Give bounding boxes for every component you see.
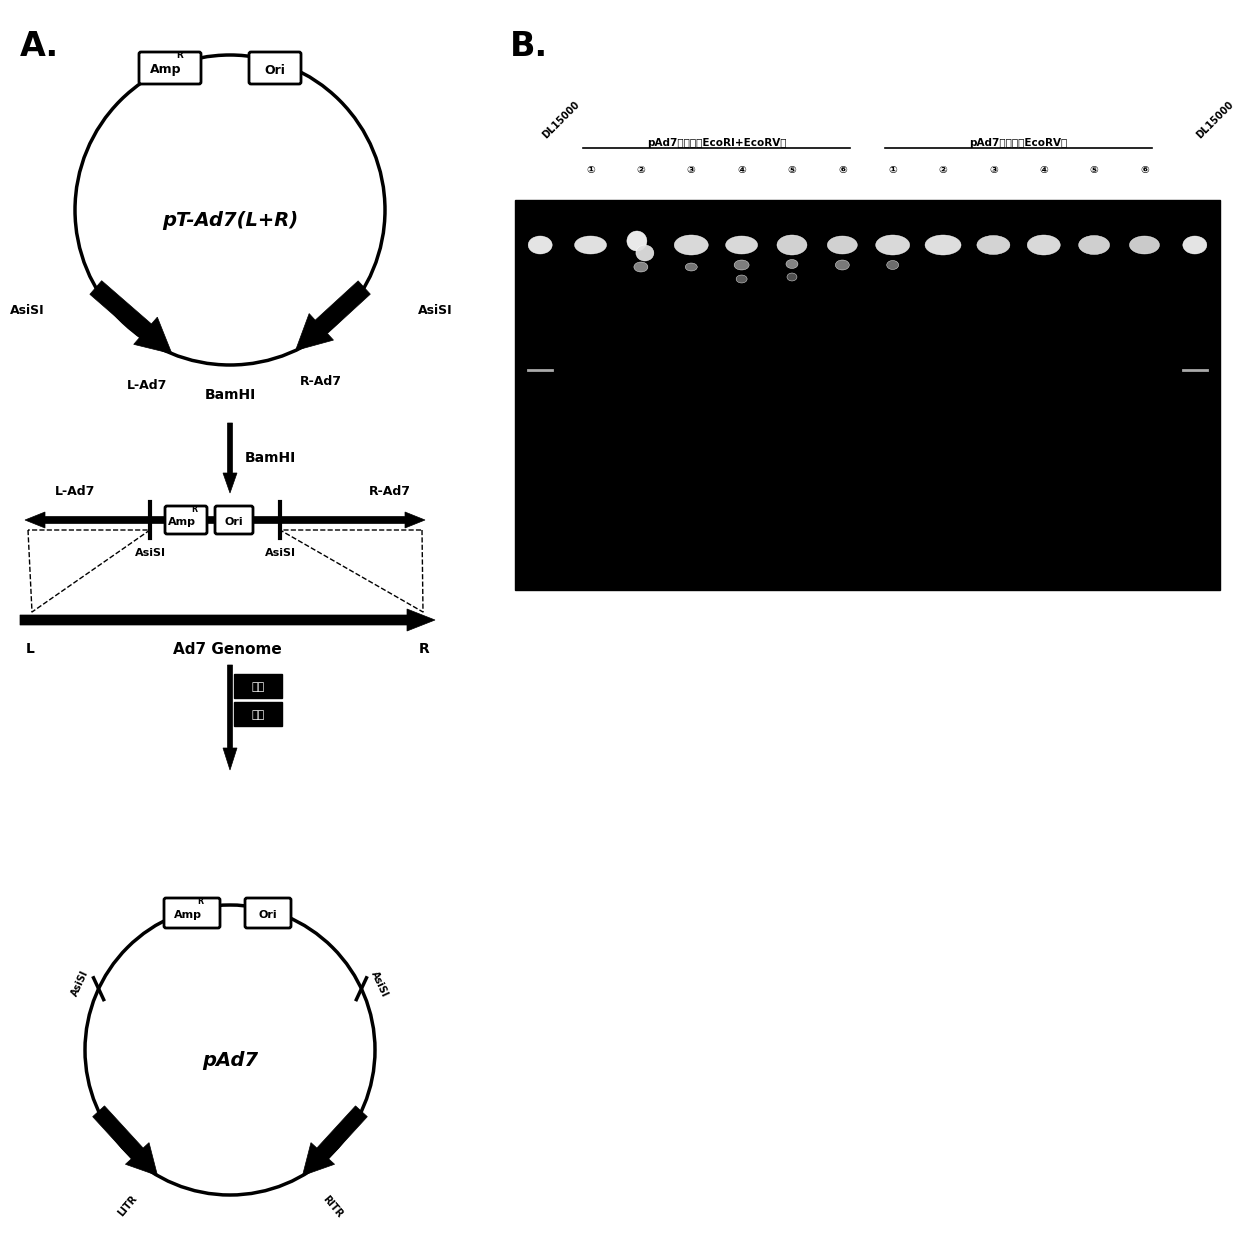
Ellipse shape <box>675 235 708 255</box>
Polygon shape <box>20 609 435 631</box>
Text: L-Ad7: L-Ad7 <box>126 378 167 392</box>
Text: Ori: Ori <box>259 910 278 920</box>
FancyBboxPatch shape <box>139 52 201 83</box>
Text: ①: ① <box>587 166 595 176</box>
Text: ②: ② <box>636 166 645 176</box>
Text: ⑥: ⑥ <box>838 166 847 176</box>
Text: 同源: 同源 <box>252 682 264 692</box>
Text: ①: ① <box>888 166 897 176</box>
Ellipse shape <box>1027 235 1060 255</box>
Text: ⑤: ⑤ <box>787 166 796 176</box>
Text: AsiSI: AsiSI <box>264 548 295 558</box>
Polygon shape <box>237 512 425 528</box>
Text: R: R <box>419 642 430 656</box>
Ellipse shape <box>725 237 758 254</box>
Ellipse shape <box>636 245 653 261</box>
Text: ④: ④ <box>1039 166 1048 176</box>
FancyBboxPatch shape <box>215 505 253 534</box>
Ellipse shape <box>627 232 647 251</box>
Text: Amp: Amp <box>150 63 182 76</box>
Ellipse shape <box>777 235 807 255</box>
Text: 重组: 重组 <box>252 710 264 720</box>
Text: pAd7: pAd7 <box>202 1051 258 1069</box>
Text: pAd7单酶切（EcoRV）: pAd7单酶切（EcoRV） <box>970 138 1068 148</box>
Text: Ad7 Genome: Ad7 Genome <box>174 642 281 657</box>
Text: R-Ad7: R-Ad7 <box>300 376 341 388</box>
Text: A.: A. <box>20 30 60 63</box>
Ellipse shape <box>574 237 606 254</box>
Text: L: L <box>26 642 35 656</box>
Text: AsiSI: AsiSI <box>134 548 165 558</box>
Ellipse shape <box>887 260 899 269</box>
Text: pT-Ad7(L+R): pT-Ad7(L+R) <box>162 210 298 229</box>
Text: R: R <box>176 51 182 61</box>
Text: AsiSI: AsiSI <box>418 304 453 316</box>
Text: AsiSI: AsiSI <box>10 304 45 316</box>
Text: AsiSI: AsiSI <box>69 969 91 998</box>
Text: ④: ④ <box>738 166 746 176</box>
Ellipse shape <box>1130 237 1159 254</box>
Ellipse shape <box>634 261 647 271</box>
Text: AsiSI: AsiSI <box>370 969 391 998</box>
Text: DL15000: DL15000 <box>1195 100 1236 139</box>
Polygon shape <box>295 281 371 351</box>
Text: RITR: RITR <box>320 1194 345 1219</box>
Ellipse shape <box>875 235 910 255</box>
Text: ③: ③ <box>990 166 998 176</box>
Ellipse shape <box>827 237 857 254</box>
Polygon shape <box>223 665 237 769</box>
Ellipse shape <box>787 273 797 281</box>
Text: ⑤: ⑤ <box>1090 166 1099 176</box>
FancyBboxPatch shape <box>164 898 219 928</box>
Polygon shape <box>303 1106 367 1175</box>
Text: LITR: LITR <box>117 1194 139 1219</box>
Polygon shape <box>89 280 172 354</box>
Ellipse shape <box>734 260 749 270</box>
FancyBboxPatch shape <box>249 52 301 83</box>
Text: DL15000: DL15000 <box>541 100 582 139</box>
Ellipse shape <box>925 235 961 255</box>
Ellipse shape <box>1183 237 1207 254</box>
Text: Ori: Ori <box>224 517 243 527</box>
Text: pAd7双酶切（EcoRI+EcoRV）: pAd7双酶切（EcoRI+EcoRV） <box>647 138 786 148</box>
Polygon shape <box>223 423 237 493</box>
Ellipse shape <box>1079 235 1110 254</box>
FancyBboxPatch shape <box>234 702 281 726</box>
Text: BamHI: BamHI <box>246 451 296 464</box>
Ellipse shape <box>977 235 1009 254</box>
Text: B.: B. <box>510 30 548 63</box>
Text: Amp: Amp <box>174 910 202 920</box>
Text: ③: ③ <box>687 166 696 176</box>
FancyBboxPatch shape <box>234 674 281 698</box>
Ellipse shape <box>836 260 849 270</box>
Text: R: R <box>191 505 197 514</box>
Text: Amp: Amp <box>167 517 196 527</box>
Text: BamHI: BamHI <box>205 388 255 402</box>
Text: Ori: Ori <box>264 63 285 76</box>
Bar <box>515 200 1220 590</box>
FancyBboxPatch shape <box>246 898 291 928</box>
Polygon shape <box>93 1106 157 1175</box>
Ellipse shape <box>786 259 799 269</box>
Text: ⑥: ⑥ <box>1140 166 1148 176</box>
Ellipse shape <box>528 237 552 254</box>
Text: L-Ad7: L-Ad7 <box>55 486 95 498</box>
Ellipse shape <box>686 263 697 271</box>
Ellipse shape <box>737 275 748 283</box>
FancyBboxPatch shape <box>165 505 207 534</box>
Polygon shape <box>25 512 237 528</box>
Text: R-Ad7: R-Ad7 <box>370 486 410 498</box>
Text: ②: ② <box>939 166 947 176</box>
Text: R: R <box>197 898 203 906</box>
